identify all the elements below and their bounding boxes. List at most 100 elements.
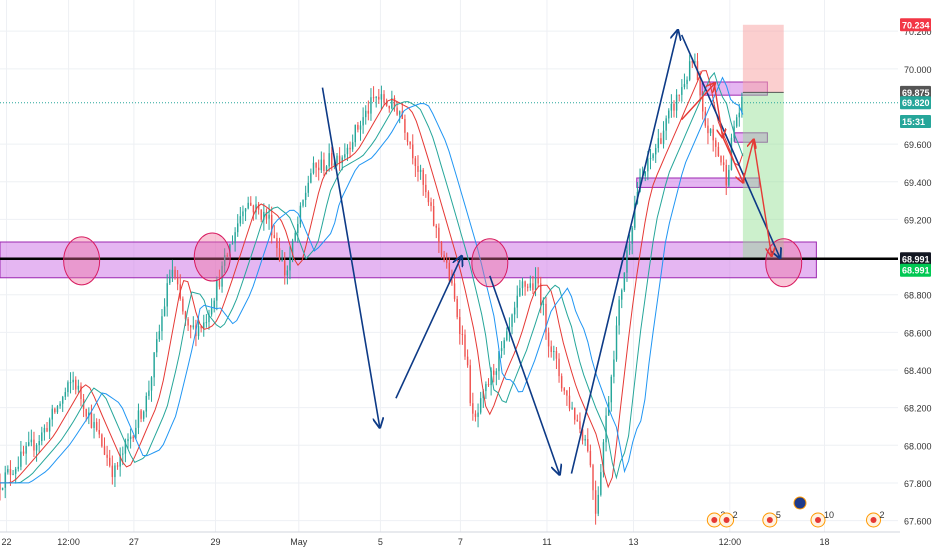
price-tick-label: 68.600 bbox=[904, 328, 932, 338]
candle-body bbox=[391, 97, 393, 109]
candle-body bbox=[255, 204, 257, 213]
candle-body bbox=[354, 124, 356, 143]
candle-body bbox=[511, 314, 513, 327]
candle-body bbox=[156, 339, 158, 353]
time-tick-label: 11 bbox=[542, 537, 551, 547]
candle-body bbox=[336, 155, 338, 164]
candle-body bbox=[323, 159, 325, 171]
candle-body bbox=[712, 128, 714, 141]
candle-body bbox=[628, 243, 631, 251]
candle-body bbox=[90, 412, 93, 428]
candle-body bbox=[532, 283, 534, 291]
candle-body bbox=[331, 153, 333, 166]
candle-body bbox=[657, 138, 660, 149]
candle-body bbox=[600, 472, 602, 495]
candle-body bbox=[7, 469, 9, 473]
candle-body bbox=[448, 262, 451, 281]
candle-body bbox=[129, 436, 132, 439]
candle-body bbox=[490, 370, 492, 386]
candle-body bbox=[111, 465, 114, 478]
candle-body bbox=[171, 269, 174, 277]
highlight-circle bbox=[471, 238, 509, 288]
candle-body bbox=[634, 203, 636, 228]
price-tick-label: 68.400 bbox=[904, 366, 932, 376]
candle-body bbox=[85, 408, 87, 417]
candle-body bbox=[338, 155, 341, 164]
stop-loss-zone bbox=[742, 24, 784, 93]
candle-body bbox=[325, 166, 328, 171]
candle-body bbox=[474, 413, 477, 417]
candle-body bbox=[67, 382, 69, 393]
price-badge-label: 69.820 bbox=[902, 98, 930, 108]
price-tick-label: 67.600 bbox=[904, 517, 932, 527]
candle-body bbox=[184, 311, 187, 320]
candle-body bbox=[555, 350, 558, 359]
candle-body bbox=[526, 286, 529, 288]
candle-body bbox=[589, 450, 592, 466]
candle-body bbox=[114, 465, 116, 478]
candle-body bbox=[581, 429, 584, 441]
candle-body bbox=[485, 384, 487, 392]
candle-body bbox=[443, 254, 445, 260]
candle-body bbox=[506, 331, 508, 341]
candle-body bbox=[148, 390, 150, 396]
price-badge bbox=[900, 96, 931, 110]
candle-body bbox=[64, 392, 67, 397]
candle-body bbox=[231, 243, 234, 245]
trend-arrow bbox=[395, 257, 461, 399]
zone-box bbox=[636, 177, 760, 188]
candle-body bbox=[534, 277, 537, 291]
candle-body bbox=[574, 407, 576, 420]
candle-body bbox=[223, 255, 226, 266]
candle-body bbox=[210, 308, 213, 315]
candle-body bbox=[22, 451, 25, 454]
candle-body bbox=[51, 408, 53, 420]
candle-body bbox=[163, 306, 166, 317]
candle-body bbox=[699, 80, 701, 96]
candle-body bbox=[487, 384, 490, 386]
price-badge bbox=[900, 115, 931, 129]
candle-body bbox=[260, 209, 262, 220]
candle-body bbox=[0, 482, 1, 490]
time-tick-label: 27 bbox=[129, 537, 139, 547]
candle-body bbox=[302, 200, 304, 206]
candle-body bbox=[341, 157, 343, 164]
candle-body bbox=[317, 167, 320, 171]
candle-body bbox=[610, 376, 613, 403]
candle-body bbox=[430, 202, 432, 207]
candle-body bbox=[688, 61, 691, 80]
candle-body bbox=[469, 365, 471, 404]
candle-body bbox=[132, 436, 134, 439]
candle-body bbox=[647, 158, 649, 172]
candle-body bbox=[9, 469, 12, 475]
price-badge-label: 68.991 bbox=[902, 254, 930, 264]
candle-body bbox=[43, 427, 46, 433]
candle-body bbox=[615, 325, 618, 360]
candle-body bbox=[587, 439, 589, 451]
candle-body bbox=[393, 97, 396, 108]
candle-body bbox=[378, 96, 380, 100]
candle-body bbox=[618, 299, 620, 326]
candle-body bbox=[284, 260, 286, 276]
candle-body bbox=[150, 377, 153, 391]
price-tick-label: 68.800 bbox=[904, 291, 932, 301]
candle-body bbox=[537, 277, 539, 284]
candle-body bbox=[257, 204, 260, 210]
candle-body bbox=[239, 216, 242, 224]
candle-body bbox=[1, 487, 4, 490]
candle-body bbox=[304, 192, 307, 201]
candle-body bbox=[694, 61, 696, 63]
candle-body bbox=[310, 173, 312, 183]
candle-body bbox=[673, 103, 675, 111]
candle-body bbox=[644, 171, 646, 177]
projection-arrow bbox=[713, 83, 722, 137]
candle-body bbox=[119, 454, 121, 467]
candle-body bbox=[385, 102, 388, 106]
price-tick-label: 70.000 bbox=[904, 65, 932, 75]
candle-body bbox=[542, 303, 545, 305]
projection-arrow bbox=[681, 84, 715, 121]
candle-body bbox=[412, 144, 414, 159]
candle-body bbox=[299, 205, 302, 225]
